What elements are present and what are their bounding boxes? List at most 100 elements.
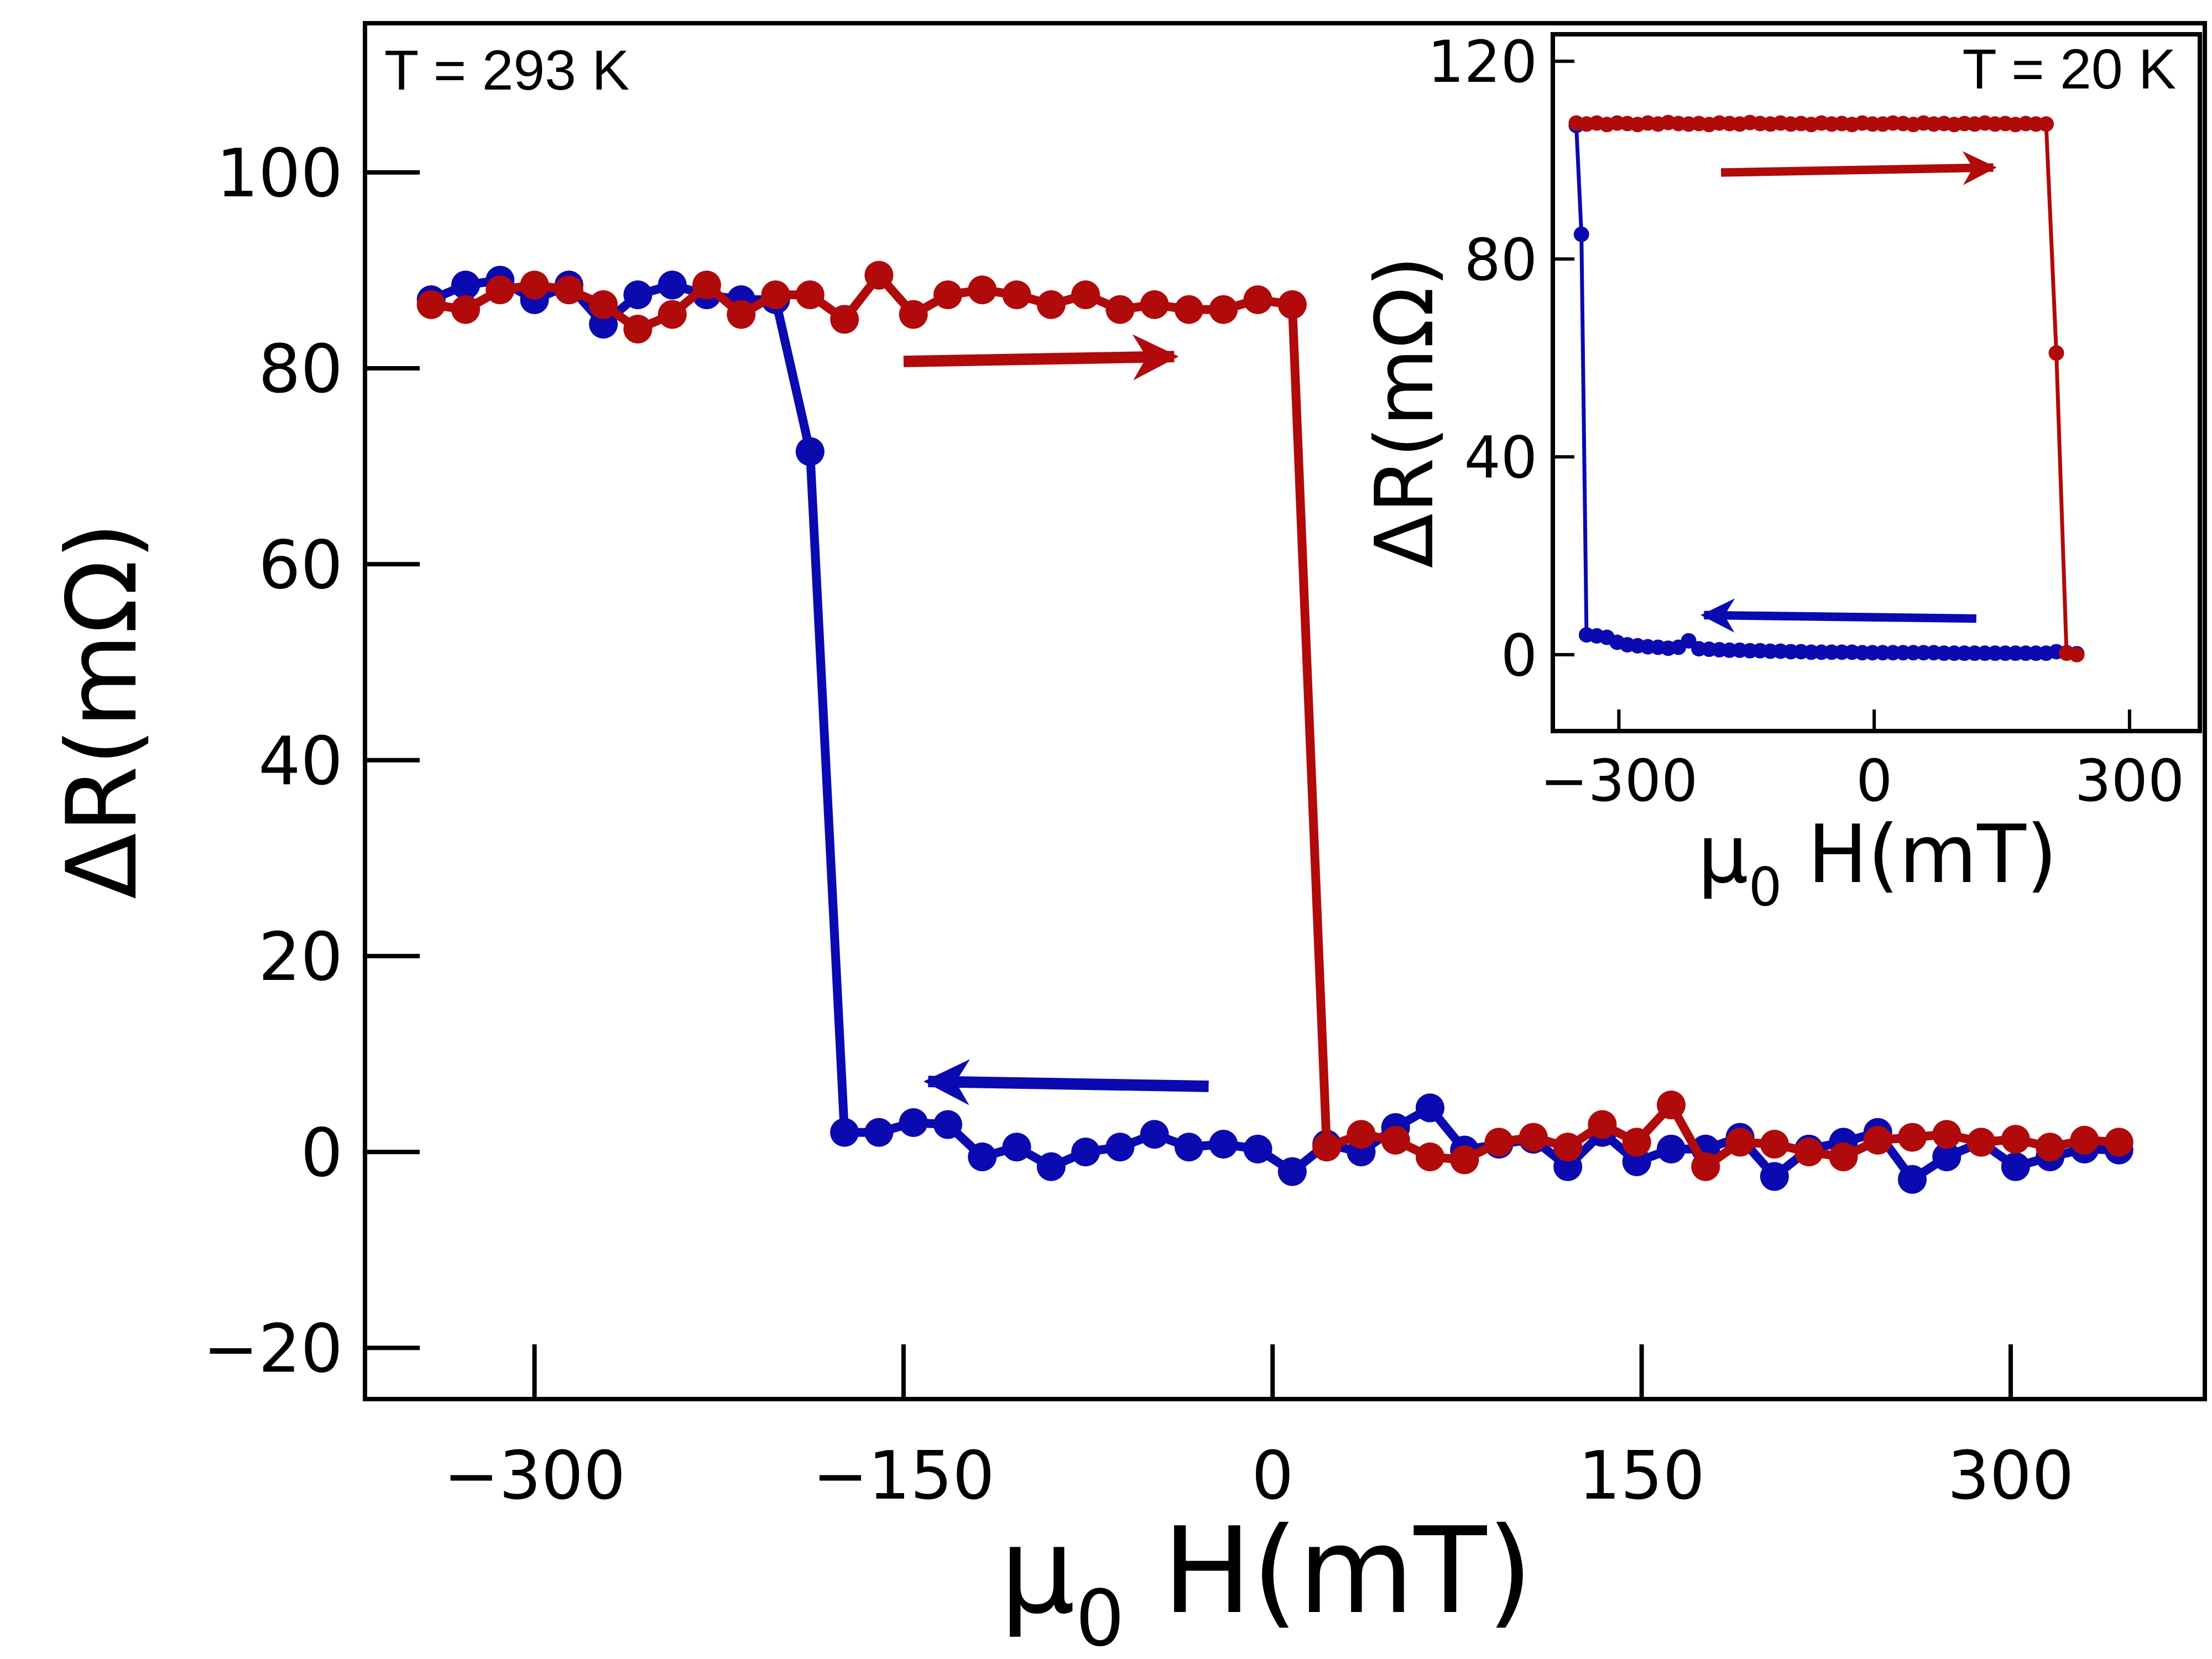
main-data-point	[795, 437, 825, 466]
main-arrow-red	[903, 334, 1179, 380]
inset-x-axis-title-rest: H(mT)	[1782, 808, 2057, 901]
main-data-point	[1794, 1138, 1824, 1167]
inset-y-tick-label: 80	[1464, 226, 1537, 294]
main-data-point	[1519, 1123, 1548, 1152]
main-data-point	[1105, 1133, 1135, 1162]
inset-y-tick-label: 0	[1501, 622, 1537, 689]
main-data-point	[2070, 1125, 2099, 1155]
main-data-point	[899, 300, 928, 329]
main-data-point	[1140, 1120, 1169, 1149]
main-data-point	[554, 275, 583, 305]
main-data-point	[1415, 1093, 1444, 1123]
inset-series-red	[1568, 114, 2085, 662]
inset-data-point	[1573, 226, 1589, 242]
main-data-point	[864, 1118, 894, 1147]
main-data-point	[933, 1110, 962, 1139]
inset-x-axis-title-sub: 0	[1749, 857, 1782, 918]
inset-y-axis-title: ΔR(mΩ)	[1358, 255, 1452, 568]
main-x-ticks: −300 −150 0 150 300	[444, 1344, 2074, 1515]
main-data-point	[1243, 1134, 1272, 1164]
main-data-point	[1863, 1125, 1892, 1155]
main-x-axis-title-rest: H(mT)	[1125, 1501, 1533, 1640]
main-data-point	[692, 270, 721, 300]
main-data-point	[1760, 1129, 1789, 1159]
main-data-point	[1898, 1165, 1927, 1194]
main-x-tick-label: −300	[444, 1438, 626, 1515]
inset-x-tick-label: 0	[1856, 747, 1892, 815]
main-data-point	[933, 280, 962, 310]
main-data-point	[761, 280, 790, 310]
main-data-point	[1932, 1120, 1961, 1149]
main-data-point	[623, 315, 653, 344]
main-y-tick-label: 20	[258, 919, 343, 996]
main-data-point	[1312, 1133, 1342, 1162]
main-y-tick-label: 40	[258, 723, 343, 800]
main-x-axis-title-sub: 0	[1076, 1574, 1125, 1659]
main-arrow-blue	[924, 1059, 1209, 1105]
inset-arrow-blue	[1700, 598, 1976, 633]
main-x-tick-label: −150	[812, 1438, 995, 1515]
main-data-point	[1725, 1128, 1755, 1157]
main-data-point	[1347, 1120, 1376, 1149]
inset-arrows	[1700, 151, 1997, 633]
main-data-point	[451, 295, 480, 324]
main-y-tick-label: 0	[301, 1115, 343, 1192]
main-temperature-annotation: T = 293 K	[384, 39, 629, 102]
inset-x-tick-label: 300	[2075, 747, 2185, 815]
inset-x-axis-title: μ0 H(mT)	[1698, 808, 2058, 918]
main-data-point	[795, 280, 825, 310]
main-data-point	[658, 270, 687, 300]
main-data-point	[2104, 1128, 2133, 1157]
inset-arrow-red	[1720, 151, 1997, 185]
inset-y-tick-label: 40	[1464, 424, 1537, 492]
main-data-point	[1002, 280, 1031, 310]
main-data-point	[1071, 280, 1100, 310]
main-data-point	[1415, 1142, 1444, 1171]
main-x-axis-title: μ0 H(mT)	[1000, 1501, 1533, 1659]
main-x-tick-label: 300	[1947, 1438, 2074, 1515]
main-data-point	[864, 260, 894, 290]
main-data-point	[1966, 1128, 1996, 1157]
main-data-point	[1036, 290, 1066, 319]
main-data-point	[658, 300, 687, 329]
inset-x-axis-title-mu: μ	[1698, 808, 1749, 901]
main-x-tick-label: 0	[1251, 1438, 1293, 1515]
main-data-point	[2001, 1125, 2030, 1154]
main-data-point	[1174, 295, 1203, 324]
main-chart: −20 0 20 40 60 80 100 −300 −150 0 150 300 T = 293 …	[46, 21, 2207, 1659]
inset-x-tick-label: −300	[1540, 747, 1698, 815]
main-data-point	[2001, 1152, 2030, 1181]
main-data-point	[520, 270, 549, 300]
main-x-tick-label: 150	[1578, 1438, 1705, 1515]
main-data-point	[623, 280, 653, 310]
main-data-point	[1622, 1128, 1651, 1157]
main-data-point	[1553, 1133, 1583, 1162]
inset-series	[1568, 114, 2085, 662]
inset-y-tick-label: 120	[1427, 28, 1537, 96]
main-y-tick-label: −20	[203, 1311, 343, 1388]
main-x-axis-title-mu: μ	[1000, 1501, 1076, 1640]
main-data-point	[1484, 1128, 1514, 1157]
main-series-red	[416, 260, 2133, 1181]
main-data-point	[968, 1142, 997, 1171]
main-data-point	[1381, 1125, 1410, 1155]
main-y-axis-title: ΔR(mΩ)	[46, 522, 159, 899]
main-data-point	[1657, 1091, 1686, 1120]
inset-temperature-annotation: T = 20 K	[1962, 38, 2176, 101]
main-data-point	[1829, 1142, 1858, 1171]
inset-plot-frame	[1551, 32, 2202, 733]
main-data-point	[727, 300, 756, 329]
main-data-point	[968, 275, 997, 305]
inset-data-point	[2038, 116, 2054, 132]
inset-data-point	[2069, 646, 2085, 662]
inset-series-blue	[1568, 117, 2085, 662]
main-y-tick-label: 100	[216, 135, 343, 212]
main-data-point	[1691, 1152, 1720, 1181]
main-arrows	[903, 334, 1209, 1105]
main-data-point	[1209, 295, 1238, 324]
main-data-point	[1932, 1142, 1961, 1171]
main-data-point	[1002, 1133, 1031, 1162]
main-data-point	[1071, 1138, 1100, 1167]
